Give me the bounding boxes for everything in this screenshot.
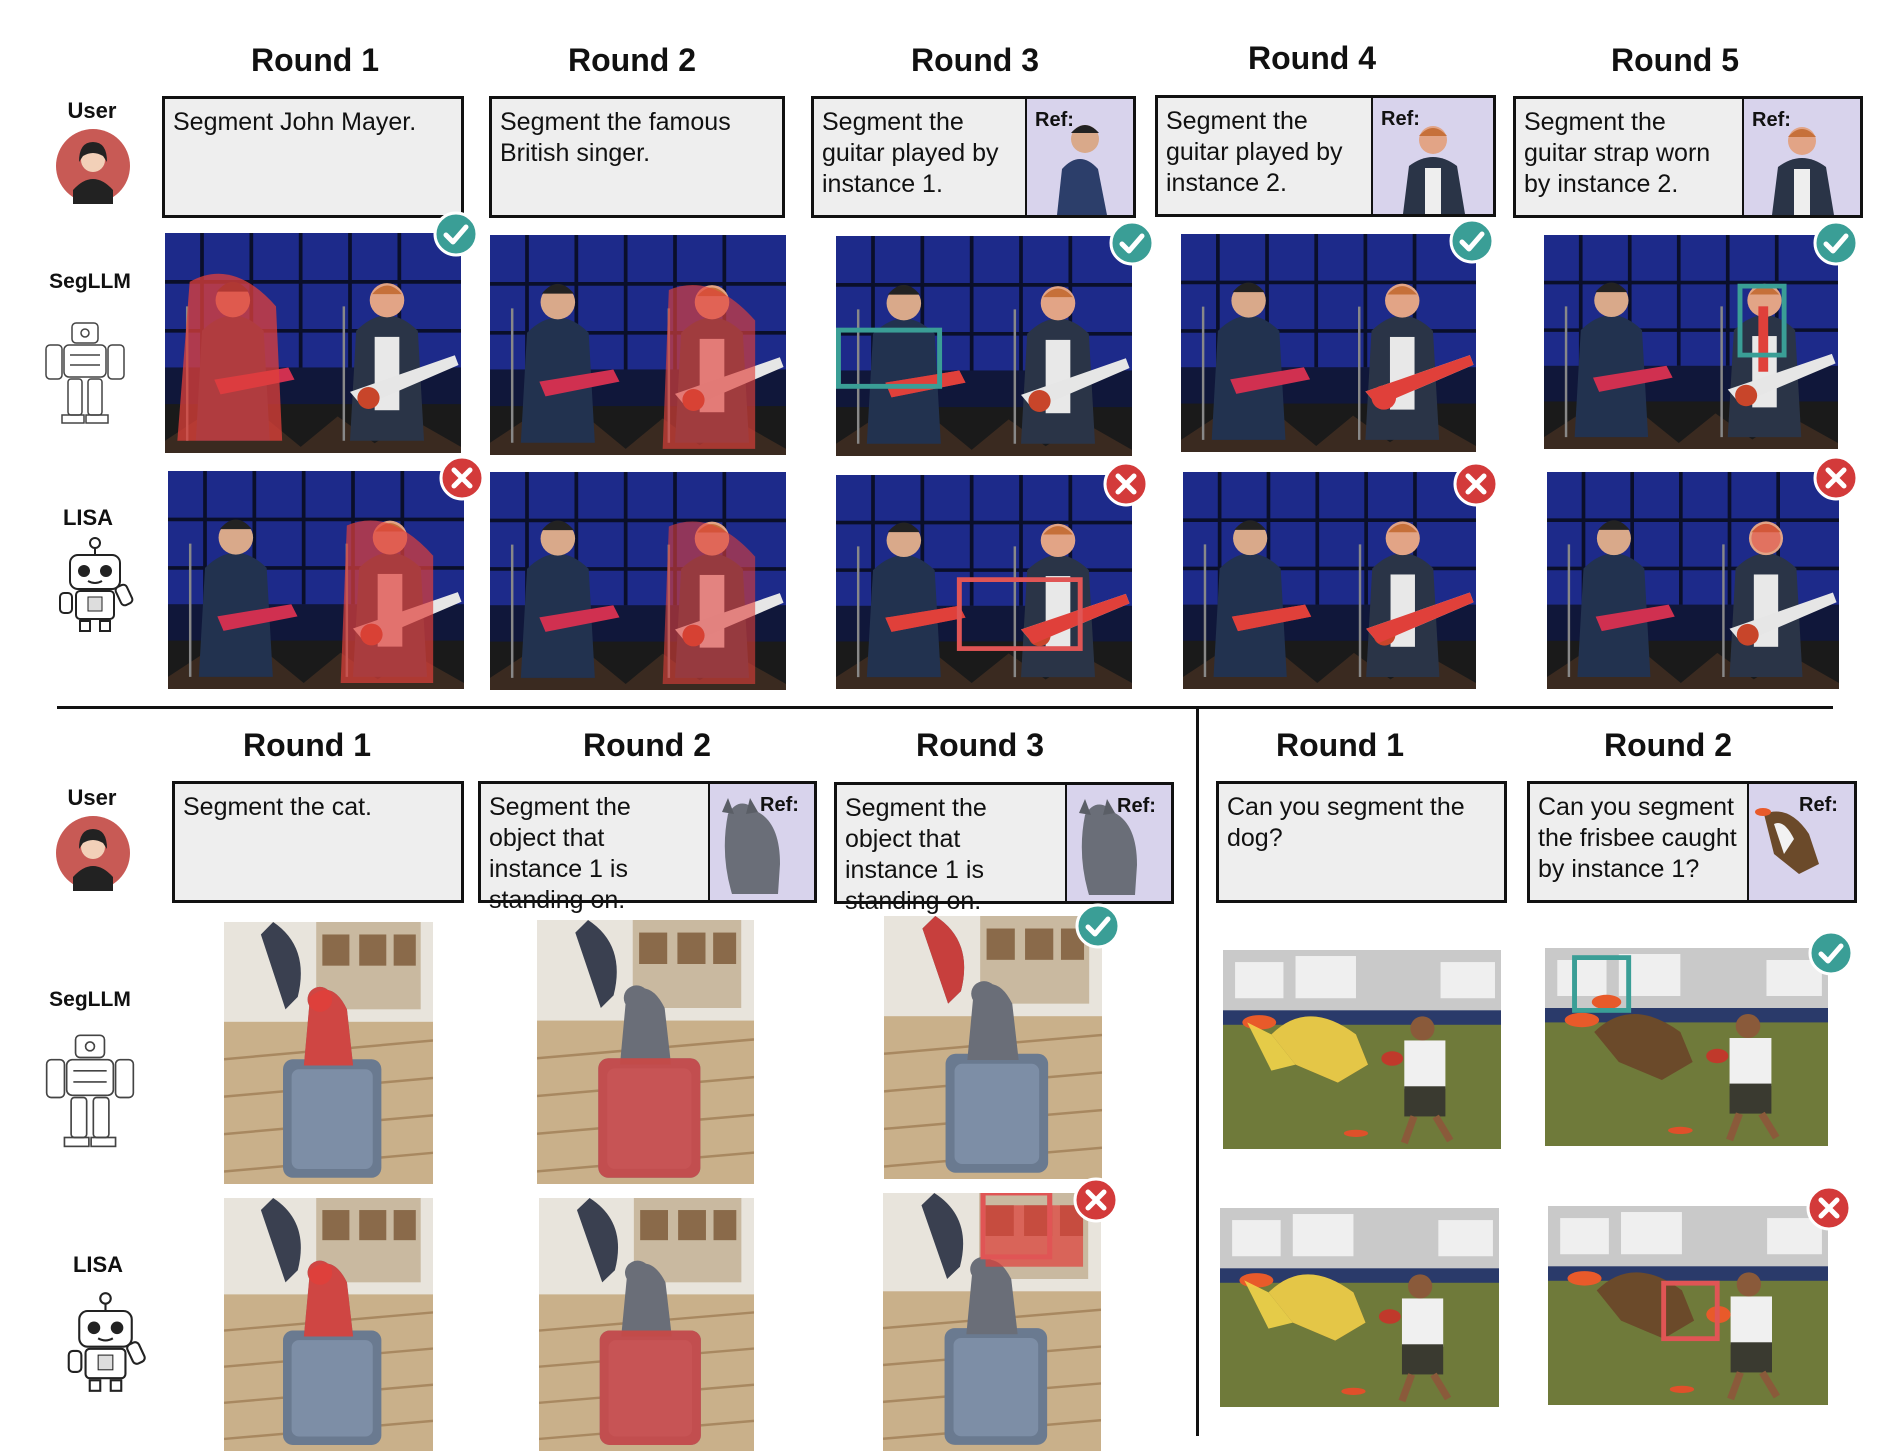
- dog-prompt-2-text: Can you segment the frisbee caught by in…: [1538, 793, 1737, 883]
- top-segllm-image-4: [1181, 234, 1476, 452]
- top-lisa-label: LISA: [62, 505, 114, 530]
- cat-prompt-2-ref: Ref:: [708, 784, 814, 900]
- cross-icon: [439, 455, 485, 501]
- dog-prompt-1-text: Can you segment the dog?: [1227, 793, 1465, 852]
- top-segllm-image-3: [836, 236, 1132, 456]
- dog-segllm-image-2: [1545, 948, 1828, 1146]
- ref-label: Ref:: [1117, 795, 1156, 817]
- cat-lisa-image-3: [883, 1193, 1101, 1451]
- dog-lisa-image-1: [1220, 1208, 1499, 1407]
- dog-prompt-2-ref: Ref:: [1747, 784, 1854, 900]
- top-prompt-4-ref: Ref:: [1371, 98, 1493, 214]
- column-divider: [1196, 709, 1199, 1436]
- cat-segllm-label: SegLLM: [49, 988, 131, 1011]
- check-icon: [1109, 220, 1155, 266]
- top-prompt-5-ref: Ref:: [1742, 99, 1860, 215]
- ref-label: Ref:: [1752, 109, 1791, 131]
- top-round-1-title: Round 1: [251, 42, 379, 78]
- top-prompt-3: Segment the guitar played by instance 1.…: [811, 96, 1136, 218]
- dog-round-1-title: Round 1: [1276, 727, 1404, 763]
- check-icon: [1813, 220, 1859, 266]
- top-prompt-2: Segment the famous British singer.: [489, 96, 785, 218]
- dog-lisa-image-2: [1548, 1206, 1828, 1405]
- top-segllm-image-1: [165, 233, 461, 453]
- top-round-4-title: Round 4: [1248, 40, 1376, 76]
- top-lisa-image-4: [1183, 472, 1476, 689]
- check-icon: [1449, 218, 1495, 264]
- top-lisa-image-3: [836, 475, 1132, 689]
- ref-label: Ref:: [1035, 109, 1074, 131]
- top-segllm-image-2: [490, 235, 786, 455]
- check-icon: [1075, 903, 1121, 949]
- top-prompt-3-ref: Ref:: [1025, 99, 1133, 215]
- top-prompt-3-text: Segment the guitar played by instance 1.: [822, 108, 999, 198]
- check-icon: [1808, 930, 1854, 976]
- dog-prompt-2: Can you segment the frisbee caught by in…: [1527, 781, 1857, 903]
- top-segllm-label: SegLLM: [49, 270, 131, 293]
- top-lisa-robot-icon: [50, 535, 140, 635]
- top-user-label: User: [67, 98, 117, 123]
- cat-user-avatar: [55, 815, 131, 891]
- dog-prompt-1: Can you segment the dog?: [1216, 781, 1507, 903]
- cat-prompt-1-text: Segment the cat.: [183, 793, 373, 821]
- top-lisa-image-1: [168, 471, 464, 689]
- cat-prompt-2: Segment the object that instance 1 is st…: [478, 781, 817, 914]
- cat-prompt-3: Segment the object that instance 1 is st…: [834, 782, 1174, 915]
- cat-lisa-label: LISA: [72, 1252, 124, 1277]
- top-prompt-1-text: Segment John Mayer.: [173, 108, 417, 136]
- top-round-2-title: Round 2: [568, 42, 696, 78]
- cat-round-1-title: Round 1: [243, 727, 371, 763]
- top-round-5-title: Round 5: [1611, 42, 1739, 78]
- cat-prompt-1: Segment the cat.: [172, 781, 464, 903]
- top-segllm-robot-icon: [40, 305, 130, 435]
- cat-prompt-3-text: Segment the object that instance 1 is st…: [845, 794, 987, 915]
- top-prompt-4: Segment the guitar played by instance 2.…: [1155, 95, 1496, 217]
- cat-segllm-image-1: [224, 922, 433, 1184]
- dog-segllm-image-1: [1223, 950, 1501, 1149]
- cross-icon: [1073, 1177, 1119, 1223]
- top-prompt-2-text: Segment the famous British singer.: [500, 108, 731, 167]
- dog-round-2-title: Round 2: [1604, 727, 1732, 763]
- cat-round-3-title: Round 3: [916, 727, 1044, 763]
- top-prompt-5-text: Segment the guitar strap worn by instanc…: [1524, 108, 1711, 198]
- cat-segllm-robot-icon: [40, 1020, 140, 1155]
- top-prompt-5: Segment the guitar strap worn by instanc…: [1513, 96, 1863, 218]
- cross-icon: [1806, 1185, 1852, 1231]
- top-user-avatar: [55, 128, 131, 204]
- top-prompt-4-text: Segment the guitar played by instance 2.: [1166, 107, 1343, 197]
- top-segllm-image-5: [1544, 235, 1838, 449]
- cross-icon: [1813, 455, 1859, 501]
- top-prompt-1: Segment John Mayer.: [162, 96, 464, 218]
- cross-icon: [1103, 461, 1149, 507]
- cat-lisa-image-1: [224, 1198, 433, 1451]
- ref-label: Ref:: [1381, 108, 1420, 130]
- cross-icon: [1453, 461, 1499, 507]
- ref-label: Ref:: [1799, 794, 1838, 816]
- cat-lisa-image-2: [539, 1198, 754, 1451]
- check-icon: [433, 211, 479, 257]
- cat-round-2-title: Round 2: [583, 727, 711, 763]
- cat-user-label: User: [67, 785, 117, 810]
- cat-lisa-robot-icon: [58, 1290, 153, 1395]
- cat-prompt-3-ref: Ref:: [1065, 785, 1171, 901]
- cat-segllm-image-3: [884, 916, 1102, 1179]
- cat-segllm-image-2: [537, 920, 754, 1184]
- top-lisa-image-5: [1547, 472, 1839, 689]
- top-round-3-title: Round 3: [911, 42, 1039, 78]
- top-lisa-image-2: [490, 472, 786, 690]
- ref-label: Ref:: [760, 794, 799, 816]
- section-divider: [57, 706, 1833, 709]
- cat-prompt-2-text: Segment the object that instance 1 is st…: [489, 793, 631, 914]
